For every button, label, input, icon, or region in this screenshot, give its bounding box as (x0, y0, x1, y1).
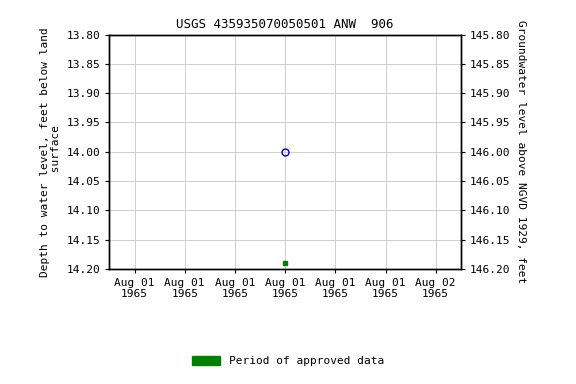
Legend: Period of approved data: Period of approved data (188, 351, 388, 371)
Title: USGS 435935070050501 ANW  906: USGS 435935070050501 ANW 906 (176, 18, 394, 31)
Y-axis label: Depth to water level, feet below land
 surface: Depth to water level, feet below land su… (40, 27, 61, 276)
Y-axis label: Groundwater level above NGVD 1929, feet: Groundwater level above NGVD 1929, feet (516, 20, 526, 283)
